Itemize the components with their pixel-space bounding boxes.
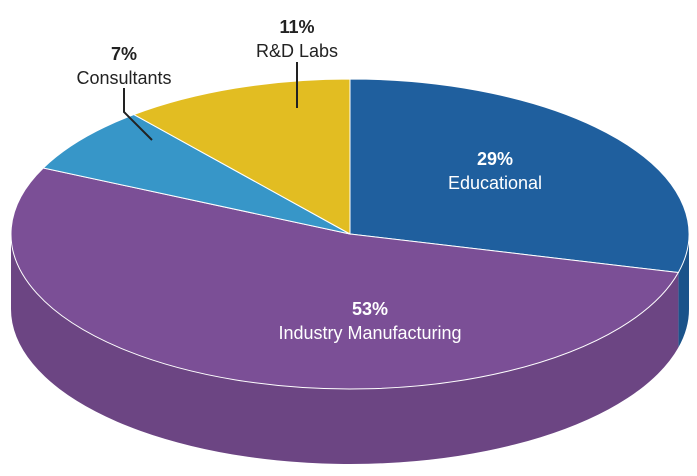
value-label: 11% [279,17,314,37]
pie-side [678,234,689,348]
category-label: R&D Labs [256,41,338,61]
value-label: 53% [352,299,388,319]
pie-side [10,234,679,464]
category-label: Consultants [76,68,171,88]
category-label: Industry Manufacturing [278,323,461,343]
category-label: Educational [448,173,542,193]
pie-sides [10,234,689,464]
value-label: 29% [477,149,513,169]
pie-slice [42,114,351,235]
pie-slice [349,78,690,274]
pie-slice [132,78,351,235]
side-shade [678,234,689,348]
value-label: 7% [111,44,137,64]
leader-line [123,88,153,141]
pie-slice [10,167,680,390]
labels: 29% Educational 53% Industry Manufacturing 7… [76,17,542,343]
side-shade [10,234,679,464]
pie-tops [10,78,690,390]
